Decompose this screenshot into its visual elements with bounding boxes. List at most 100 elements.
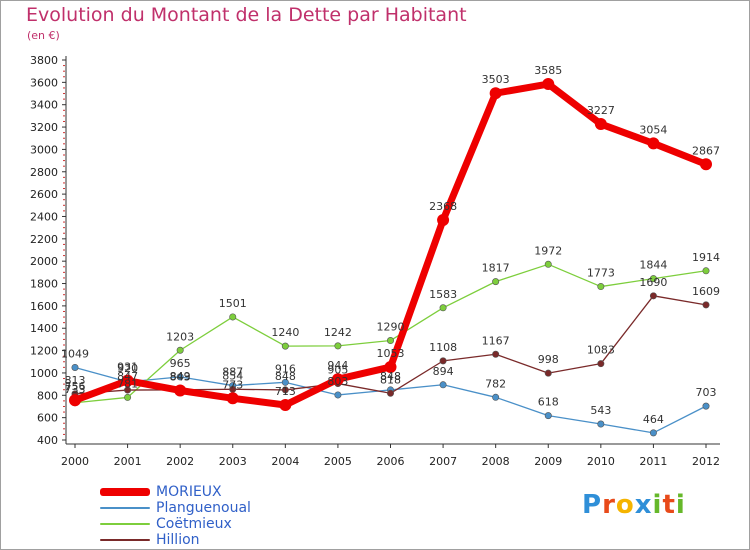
y-tick-label: 1800: [30, 278, 58, 291]
data-point-hillion: [124, 386, 132, 394]
data-point-cotmieux: [386, 337, 394, 345]
data-label-morieux: 3503: [482, 73, 510, 86]
y-tick-label: 3200: [30, 121, 58, 134]
data-label-hillion: 998: [538, 353, 559, 366]
logo-letter: i: [675, 490, 686, 520]
data-point-cotmieux: [229, 313, 237, 321]
data-point-cotmieux: [334, 342, 342, 350]
legend-swatch-morieux: [100, 488, 150, 496]
legend-label-planguenoual: Planguenoual: [156, 500, 251, 516]
data-point-planguenoual: [334, 391, 342, 399]
data-label-morieux: 756: [65, 380, 86, 393]
y-tick-label: 800: [37, 389, 58, 402]
y-tick-label: 2000: [30, 255, 58, 268]
x-tick-label: 2000: [61, 455, 89, 468]
y-tick-label: 3400: [30, 99, 58, 112]
data-point-cotmieux: [649, 275, 657, 283]
x-tick-label: 2003: [219, 455, 247, 468]
data-label-hillion: 813: [65, 374, 86, 387]
logo-letter: r: [602, 490, 616, 520]
data-label-cotmieux: 1972: [534, 244, 562, 257]
y-tick-label: 1400: [30, 322, 58, 335]
data-label-morieux: 3054: [639, 123, 667, 136]
data-label-cotmieux: 1583: [429, 288, 457, 301]
x-tick-label: 2001: [114, 455, 142, 468]
data-label-cotmieux: 1240: [271, 326, 299, 339]
data-label-planguenoual: 618: [538, 396, 559, 409]
data-point-morieux: [384, 361, 397, 374]
data-label-morieux: 3227: [587, 104, 615, 117]
data-label-planguenoual: 803: [327, 375, 348, 388]
data-label-morieux: 931: [117, 361, 138, 374]
legend-swatch-planguenoual: [100, 507, 150, 509]
data-label-morieux: 2867: [692, 144, 720, 157]
logo-letter: o: [615, 490, 635, 520]
y-tick-label: 1000: [30, 367, 58, 380]
x-tick-label: 2002: [166, 455, 194, 468]
x-tick-label: 2010: [587, 455, 615, 468]
x-tick-label: 2005: [324, 455, 352, 468]
legend-label-hillion: Hillion: [156, 532, 200, 548]
y-tick-label: 1600: [30, 300, 58, 313]
data-label-morieux: 1053: [377, 347, 405, 360]
logo-letter: x: [634, 490, 653, 520]
data-point-cotmieux: [281, 342, 289, 350]
logo-letter: P: [582, 490, 603, 520]
data-label-cotmieux: 1242: [324, 326, 352, 339]
data-label-cotmieux: 1773: [587, 267, 615, 280]
data-label-hillion: 848: [275, 370, 296, 383]
data-point-hillion: [492, 350, 500, 358]
data-label-morieux: 773: [222, 378, 243, 391]
data-label-hillion: 854: [222, 369, 243, 382]
data-point-planguenoual: [492, 393, 500, 401]
data-label-cotmieux: 1844: [639, 259, 667, 272]
data-point-morieux: [594, 118, 607, 131]
legend-swatch-hillion: [100, 539, 150, 541]
data-point-hillion: [649, 292, 657, 300]
logo-letter: i: [652, 490, 663, 520]
data-label-planguenoual: 848: [380, 370, 401, 383]
data-point-morieux: [174, 384, 187, 397]
x-tick-label: 2011: [639, 455, 667, 468]
data-point-planguenoual: [176, 373, 184, 381]
y-tick-label: 400: [37, 434, 58, 447]
data-label-planguenoual: 464: [643, 413, 664, 426]
data-label-hillion: 847: [117, 370, 138, 383]
data-label-hillion: 849: [170, 370, 191, 383]
x-tick-label: 2004: [271, 455, 299, 468]
chart-title: Evolution du Montant de la Dette par Hab…: [26, 4, 467, 26]
data-label-cotmieux: 1817: [482, 262, 510, 275]
data-label-morieux: 713: [275, 385, 296, 398]
legend-swatch-coetmieux: [100, 523, 150, 525]
data-point-morieux: [69, 394, 81, 407]
data-label-planguenoual: 543: [590, 404, 611, 417]
data-point-hillion: [544, 369, 552, 377]
legend-item-planguenoual: Planguenoual: [100, 500, 251, 516]
y-tick-label: 1200: [30, 345, 58, 358]
data-point-cotmieux: [544, 260, 552, 268]
data-label-morieux: 843: [170, 370, 191, 383]
data-label-hillion: 1690: [639, 276, 667, 289]
legend-item-coetmieux: Coëtmieux: [100, 516, 251, 532]
data-point-morieux: [226, 392, 239, 405]
data-label-cotmieux: 1203: [166, 330, 194, 343]
data-point-morieux: [437, 214, 450, 227]
data-label-hillion: 1609: [692, 285, 720, 298]
data-point-hillion: [702, 301, 710, 309]
data-point-hillion: [597, 360, 605, 368]
data-label-morieux: 2368: [429, 200, 457, 213]
data-point-morieux: [121, 374, 134, 387]
data-point-hillion: [439, 357, 447, 365]
data-label-planguenoual: 965: [170, 357, 191, 370]
data-point-planguenoual: [702, 402, 710, 410]
data-label-hillion: 818: [380, 373, 401, 386]
data-point-cotmieux: [597, 283, 605, 291]
y-tick-label: 2600: [30, 188, 58, 201]
data-label-planguenoual: 894: [433, 365, 454, 378]
legend-item-morieux: MORIEUX: [100, 484, 251, 500]
data-label-planguenoual: 703: [696, 386, 717, 399]
data-label-cotmieux: 1914: [692, 251, 720, 264]
data-label-cotmieux: 1501: [219, 297, 247, 310]
legend-item-hillion: Hillion: [100, 532, 251, 548]
